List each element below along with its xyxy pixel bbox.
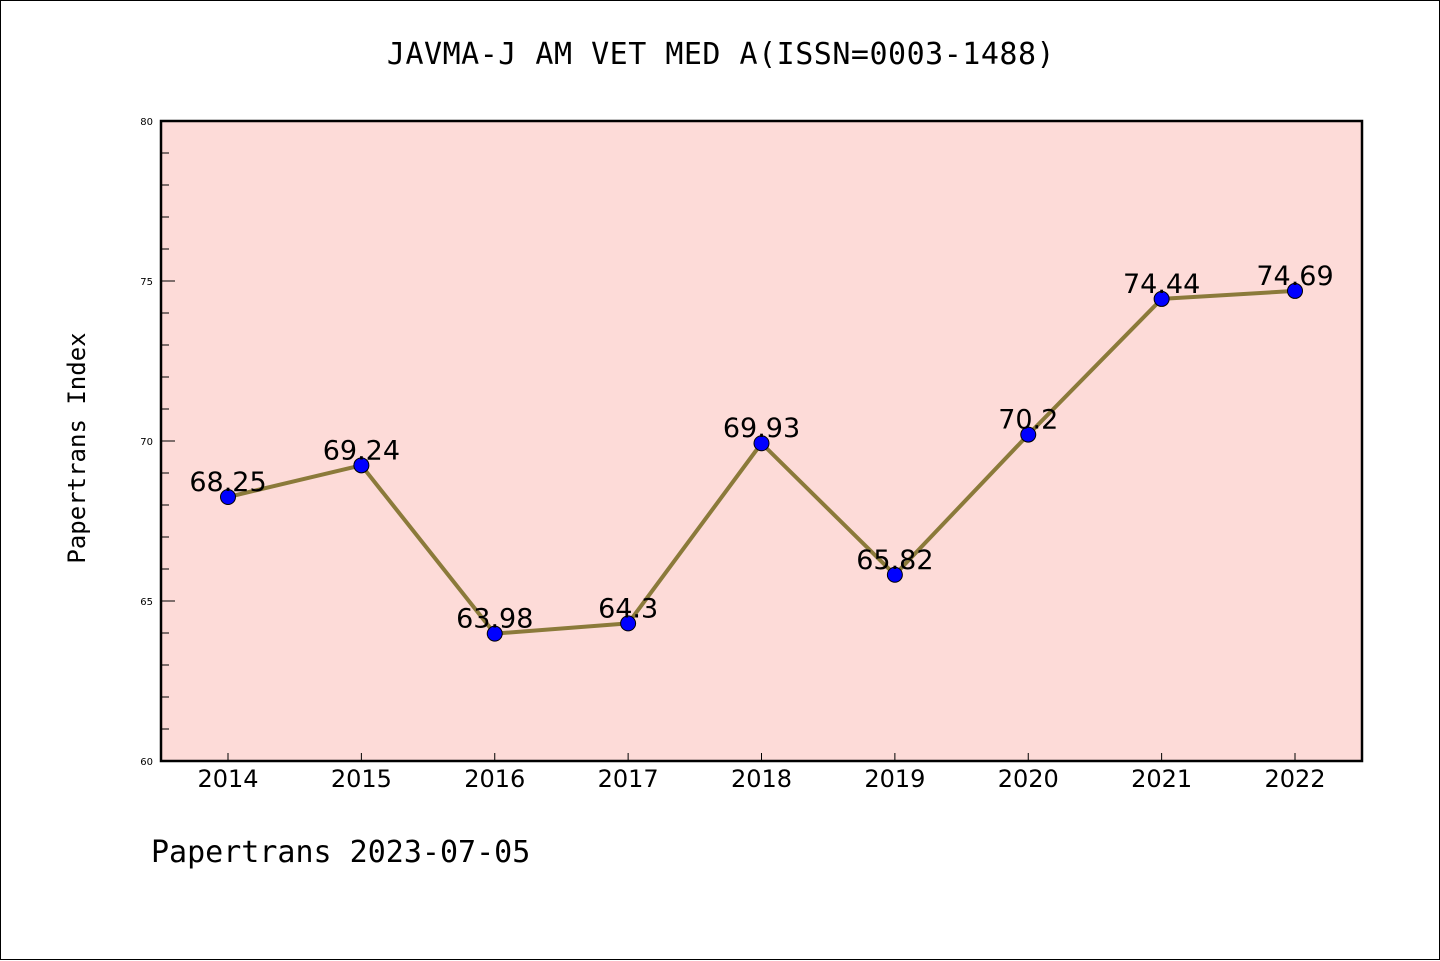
x-tick-label: 2019 xyxy=(864,765,925,793)
footer-text: Papertrans 2023-07-05 xyxy=(151,835,531,870)
x-tick-label: 2021 xyxy=(1131,765,1192,793)
plot-border xyxy=(159,119,1364,763)
data-point xyxy=(1020,426,1037,443)
y-tick-label: 65 xyxy=(140,597,153,608)
data-label: 69.24 xyxy=(323,435,400,466)
data-label: 70.2 xyxy=(998,405,1058,436)
data-point xyxy=(1153,290,1170,307)
data-label: 63.98 xyxy=(456,604,533,635)
y-tick-label: 75 xyxy=(140,277,153,288)
data-point xyxy=(886,566,903,583)
y-tick-label: 70 xyxy=(140,437,153,448)
x-tick-label: 2018 xyxy=(731,765,792,793)
data-label: 69.93 xyxy=(723,413,800,444)
data-point xyxy=(1287,282,1303,299)
data-label: 64.3 xyxy=(598,593,658,624)
data-point xyxy=(753,435,770,452)
data-label: 65.82 xyxy=(856,545,933,576)
data-label: 74.69 xyxy=(1256,261,1333,292)
data-point xyxy=(220,489,236,505)
data-point xyxy=(620,615,637,632)
y-tick-label: 60 xyxy=(140,757,153,768)
data-point xyxy=(486,625,503,642)
y-tick-label: 80 xyxy=(140,117,153,128)
x-tick-label: 2016 xyxy=(464,765,525,793)
x-tick-label: 2015 xyxy=(331,765,392,793)
x-tick-label: 2020 xyxy=(998,765,1059,793)
chart-title: JAVMA-J AM VET MED A(ISSN=0003-1488) xyxy=(386,37,1056,72)
x-tick-label: 2022 xyxy=(1264,765,1325,793)
x-tick-label: 2017 xyxy=(598,765,659,793)
data-point xyxy=(353,457,370,474)
data-label: 74.44 xyxy=(1123,269,1200,300)
data-label: 68.25 xyxy=(189,467,266,498)
x-tick-label: 2014 xyxy=(197,765,258,793)
